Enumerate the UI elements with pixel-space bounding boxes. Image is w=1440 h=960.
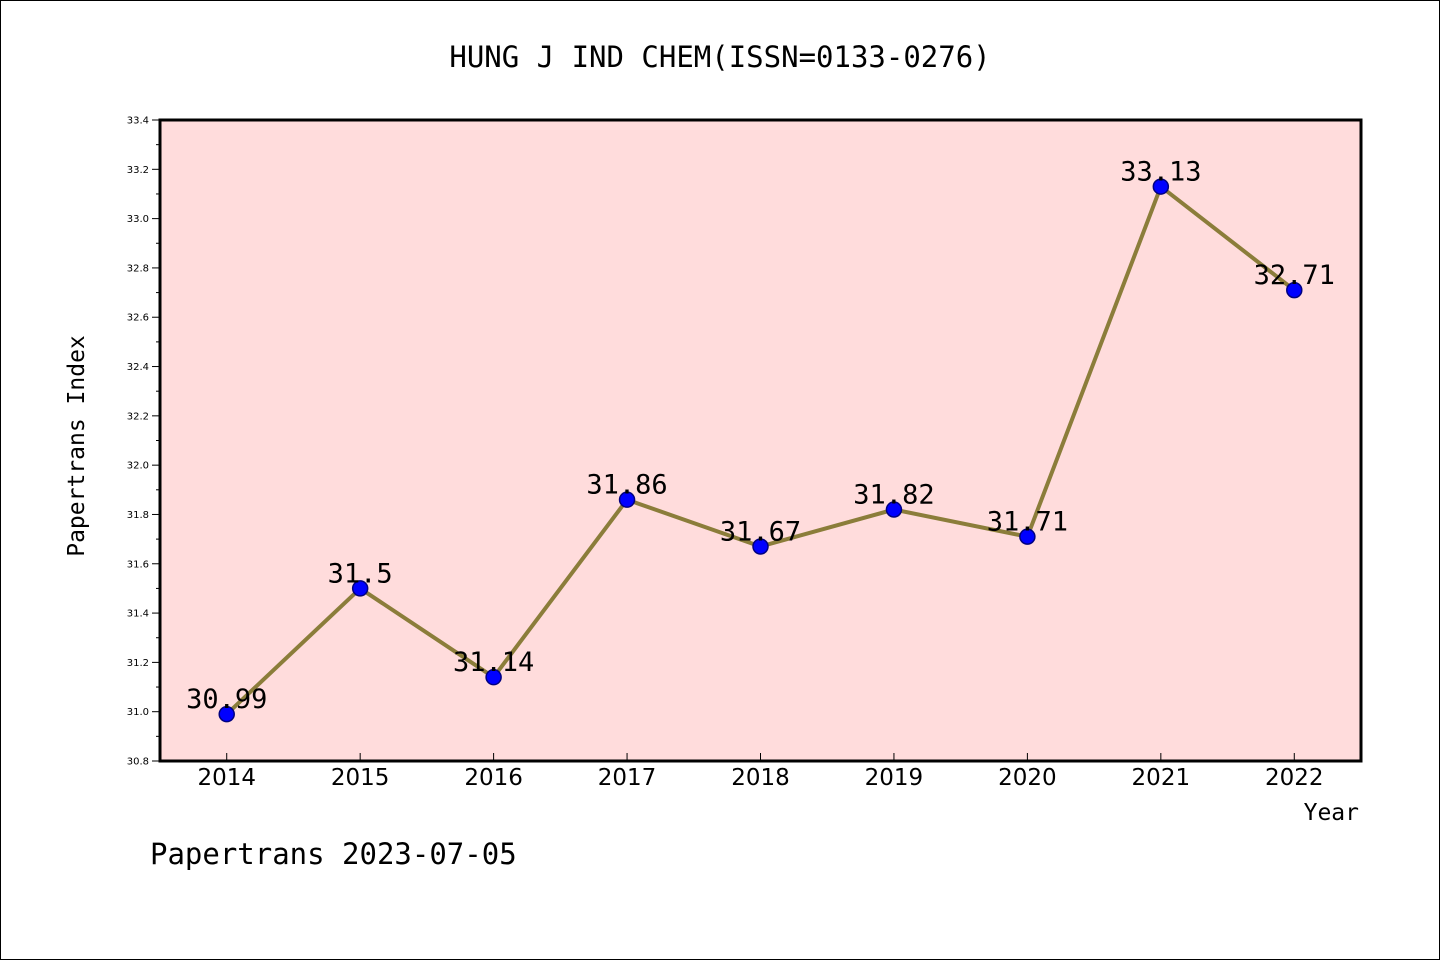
y-tick-label: 32.2 [127, 411, 149, 422]
x-axis-label: Year [1304, 800, 1359, 826]
y-tick-label: 32.4 [127, 362, 149, 373]
data-point [485, 668, 502, 686]
x-tick-label: 2018 [731, 765, 790, 791]
data-label: 31.82 [853, 480, 934, 511]
series-group [218, 178, 1303, 723]
data-label: 31.5 [328, 558, 393, 589]
y-tick-label: 30.8 [127, 757, 149, 768]
data-point [885, 501, 903, 518]
data-point [351, 580, 369, 597]
x-tick-label: 2015 [331, 765, 390, 791]
data-point [618, 491, 636, 508]
data-point [1019, 528, 1036, 545]
y-tick-label: 32.8 [127, 263, 149, 274]
x-tick-label: 2020 [998, 765, 1057, 791]
y-tick-label: 32.6 [127, 313, 149, 324]
y-tick-label: 31.2 [127, 658, 149, 669]
data-label: 31.67 [720, 517, 801, 548]
y-tick-label: 31.4 [127, 609, 149, 620]
data-label: 31.86 [586, 470, 667, 501]
y-axis: 30.8 31.0 31.2 31.4 31.6 31.8 32.0 32.2 32.4 32.6… [127, 116, 160, 768]
data-label: 32.71 [1254, 260, 1335, 291]
x-tick-label: 2019 [865, 765, 924, 791]
data-labels: 30.99 31.5 31.14 31.86 31.67 31.82 31.71 33.13 3… [186, 157, 1335, 716]
data-label: 31.71 [987, 507, 1068, 538]
x-tick-label: 2022 [1265, 765, 1324, 791]
chart-title: HUNG J IND CHEM(ISSN=0133-0276) [449, 40, 990, 74]
x-tick-label: 2021 [1132, 765, 1191, 791]
x-tick-label: 2016 [464, 765, 523, 791]
data-point [752, 538, 769, 555]
y-tick-label: 31.8 [127, 510, 149, 521]
footer-text: Papertrans 2023-07-05 [150, 837, 517, 871]
y-tick-label: 31.0 [127, 707, 149, 718]
data-label: 30.99 [186, 684, 267, 715]
y-tick-label: 33.4 [127, 116, 149, 127]
data-label: 31.14 [453, 647, 534, 678]
data-point [218, 705, 235, 723]
x-axis: 2014 2015 2016 2017 2018 2019 2020 2021 2022 [197, 753, 1324, 791]
y-tick-label: 33.2 [127, 165, 149, 176]
plot-area [158, 118, 1363, 763]
data-label: 33.13 [1120, 157, 1201, 188]
data-point [1152, 178, 1170, 195]
y-tick-label: 32.0 [127, 461, 149, 472]
y-tick-label: 31.6 [127, 559, 149, 570]
y-axis-label: Papertrans Index [64, 335, 90, 557]
data-point [1286, 281, 1303, 299]
x-tick-label: 2017 [598, 765, 657, 791]
x-tick-label: 2014 [197, 765, 256, 791]
y-tick-label: 33.0 [127, 214, 149, 225]
